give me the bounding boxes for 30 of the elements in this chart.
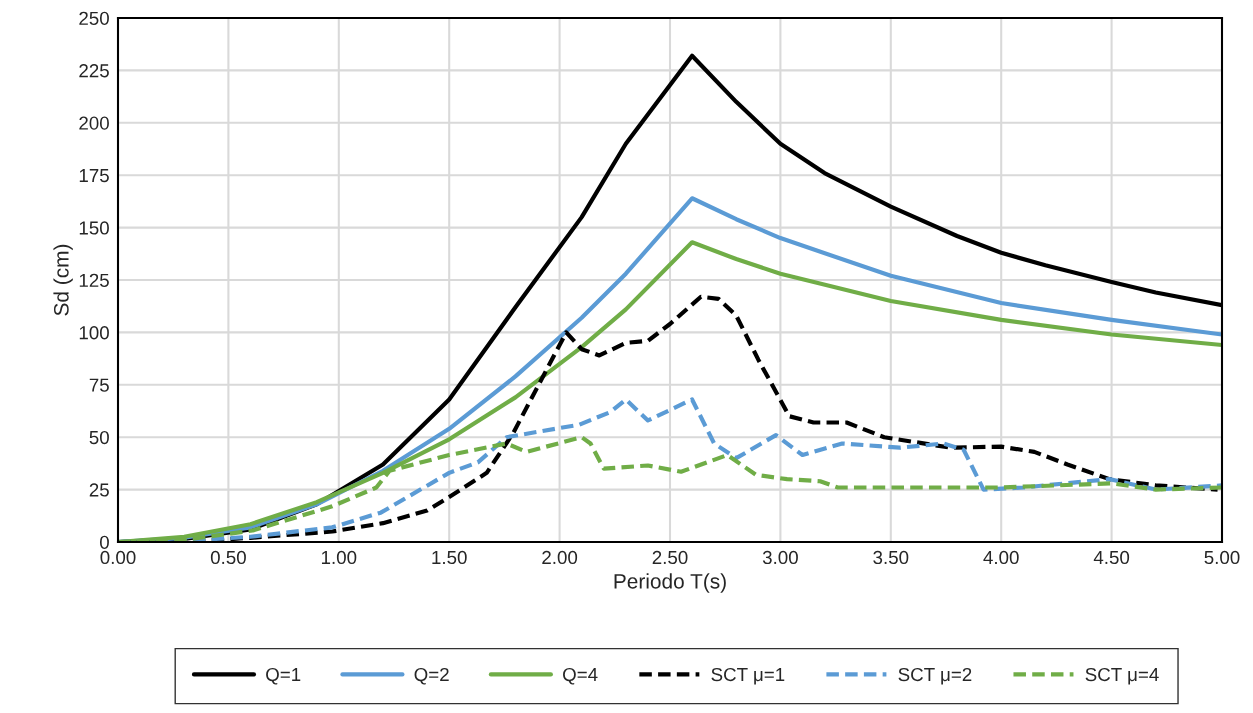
- x-tick-label: 2.50: [652, 550, 688, 565]
- x-tick-label: 2.00: [542, 550, 578, 565]
- legend-label: SCT μ=2: [898, 667, 972, 685]
- legend-label: Q=1: [266, 667, 301, 685]
- y-tick-label: 200: [79, 116, 109, 130]
- y-tick-label: 225: [79, 64, 109, 78]
- y-tick-label: 150: [79, 221, 109, 235]
- x-tick-label: 1.00: [321, 550, 357, 565]
- y-axis-title: Sd (cm): [53, 244, 73, 316]
- legend-label: Q=2: [414, 667, 449, 685]
- y-tick-label: 125: [79, 273, 109, 287]
- legend-label: SCT μ=1: [711, 667, 785, 685]
- x-tick-label: 1.50: [432, 550, 467, 565]
- x-tick-label: 5.00: [1204, 550, 1240, 565]
- x-tick-label: 3.50: [873, 550, 909, 565]
- y-tick-label: 250: [79, 11, 109, 25]
- legend-label: SCT μ=4: [1085, 667, 1159, 685]
- x-tick-label: 0.50: [210, 550, 246, 565]
- x-tick-label: 0.00: [100, 550, 136, 565]
- y-tick-label: 0: [99, 535, 109, 549]
- y-tick-label: 75: [89, 378, 109, 392]
- x-tick-label: 4.50: [1093, 550, 1130, 565]
- y-tick-label: 175: [79, 169, 109, 183]
- y-tick-label: 25: [89, 483, 109, 497]
- x-tick-label: 4.00: [983, 550, 1019, 565]
- y-tick-label: 100: [79, 326, 109, 340]
- legend-label: Q=4: [563, 667, 598, 685]
- y-tick-label: 50: [89, 430, 109, 445]
- x-tick-label: 3.00: [762, 550, 798, 565]
- x-axis-title: Periodo T(s): [614, 573, 726, 593]
